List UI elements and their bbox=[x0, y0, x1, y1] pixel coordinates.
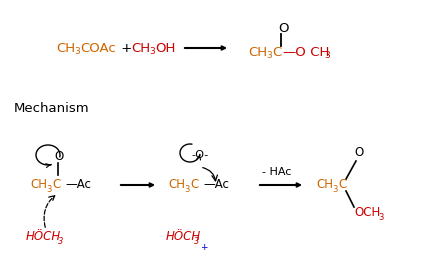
Text: 3: 3 bbox=[332, 184, 337, 194]
Text: —Ac: —Ac bbox=[65, 178, 91, 191]
Text: C: C bbox=[272, 45, 281, 58]
Text: Mechanism: Mechanism bbox=[14, 101, 90, 114]
Text: —Ac: —Ac bbox=[203, 178, 229, 191]
Text: HÖCH: HÖCH bbox=[166, 230, 201, 243]
Text: O: O bbox=[278, 22, 289, 35]
Text: 3: 3 bbox=[194, 237, 199, 245]
Text: 3: 3 bbox=[184, 184, 190, 194]
Text: CH: CH bbox=[30, 178, 47, 191]
Text: OCH: OCH bbox=[354, 206, 380, 219]
Text: 3: 3 bbox=[58, 237, 63, 245]
Text: O: O bbox=[354, 147, 363, 160]
Text: +: + bbox=[117, 42, 137, 55]
Text: CH: CH bbox=[248, 45, 267, 58]
Text: 3: 3 bbox=[378, 212, 383, 222]
Text: CH: CH bbox=[316, 178, 333, 191]
Text: CH: CH bbox=[306, 45, 329, 58]
Text: 3: 3 bbox=[46, 184, 52, 194]
Text: HÖCH: HÖCH bbox=[26, 230, 61, 243]
Text: 3: 3 bbox=[149, 47, 155, 57]
Text: 3: 3 bbox=[324, 52, 330, 60]
Text: 3: 3 bbox=[266, 52, 272, 60]
Text: -O-: -O- bbox=[191, 150, 208, 160]
Text: —O: —O bbox=[282, 45, 306, 58]
Text: 3: 3 bbox=[74, 47, 80, 57]
Text: C: C bbox=[338, 178, 346, 191]
Text: CH: CH bbox=[168, 178, 185, 191]
Text: OH: OH bbox=[155, 42, 175, 55]
Text: O: O bbox=[54, 150, 63, 163]
Text: CH: CH bbox=[56, 42, 75, 55]
Text: C: C bbox=[52, 178, 60, 191]
Text: - HAc: - HAc bbox=[262, 167, 291, 177]
Text: +: + bbox=[200, 242, 207, 252]
Text: COAc: COAc bbox=[80, 42, 116, 55]
Text: CH: CH bbox=[131, 42, 150, 55]
Text: C: C bbox=[190, 178, 198, 191]
